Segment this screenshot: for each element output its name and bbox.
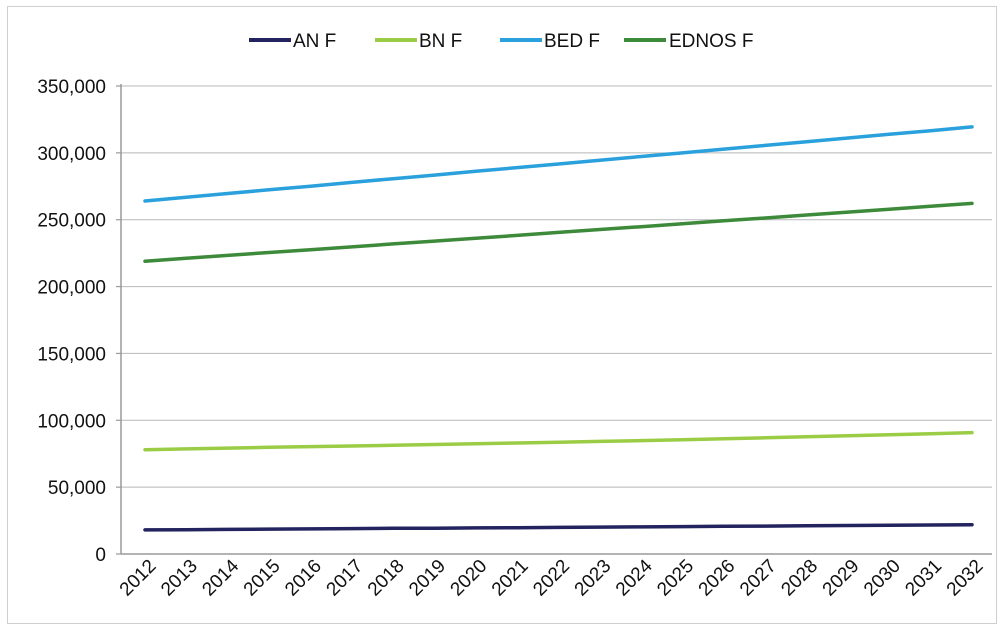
x-tick-label: 2029 [819, 556, 864, 601]
series-lines [143, 125, 974, 532]
x-tick-label: 2025 [653, 556, 698, 601]
y-tick-label: 50,000 [48, 478, 106, 499]
x-tick-label: 2023 [571, 556, 616, 601]
x-tick-label: 2031 [901, 556, 946, 601]
x-tick-label: 2021 [488, 556, 533, 601]
x-tick-label: 2022 [529, 556, 574, 601]
legend-label-bed-f: BED F [544, 31, 600, 52]
x-tick-label: 2016 [281, 556, 326, 601]
series-line-an-f [143, 522, 974, 532]
y-tick-label: 300,000 [37, 144, 106, 165]
x-tick-label: 2030 [860, 556, 905, 601]
y-tick-label: 250,000 [37, 211, 106, 232]
y-tick-label: 350,000 [37, 77, 106, 98]
legend-label-an-f: AN F [293, 31, 336, 52]
gridlines [121, 85, 992, 488]
x-tick-label: 2028 [777, 556, 822, 601]
x-tick-label: 2032 [943, 556, 988, 601]
axes [116, 84, 992, 555]
x-tick-label: 2027 [736, 556, 781, 601]
y-axis-tick-labels: 0 50,000 100,000 150,000 200,000 250,000 300,0… [37, 77, 106, 566]
legend: AN F BN F BED F EDNOS F [249, 31, 753, 52]
x-tick-label: 2026 [695, 556, 740, 601]
y-tick-label: 0 [95, 545, 106, 566]
y-tick-label: 150,000 [37, 344, 106, 365]
x-tick-label: 2024 [612, 555, 657, 600]
series-line-ednos-f [143, 201, 974, 263]
x-tick-label: 2018 [364, 556, 409, 601]
legend-label-ednos-f: EDNOS F [669, 31, 753, 52]
chart-frame [7, 6, 997, 624]
x-tick-label: 2015 [240, 556, 285, 601]
x-tick-label: 2020 [447, 556, 492, 601]
x-tick-label: 2017 [323, 556, 368, 601]
legend-label-bn-f: BN F [419, 31, 462, 52]
x-tick-label: 2014 [198, 555, 243, 600]
series-line-bn-f [143, 430, 974, 452]
y-tick-label: 200,000 [37, 278, 106, 299]
series-line-bed-f [143, 125, 974, 203]
x-tick-label: 2013 [157, 556, 202, 601]
x-tick-label: 2019 [405, 556, 450, 601]
y-tick-label: 100,000 [37, 411, 106, 432]
x-axis-tick-labels: 2012201320142015201620172018201920202021… [116, 555, 988, 600]
x-tick-label: 2012 [116, 556, 161, 601]
